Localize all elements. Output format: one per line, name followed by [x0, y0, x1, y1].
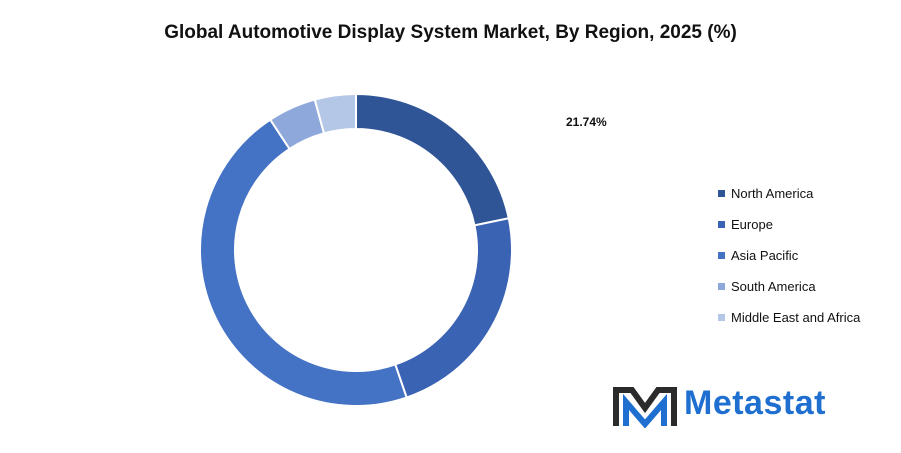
donut-slice-north-america [355, 92, 510, 227]
legend-label-europe: Europe [731, 217, 773, 232]
legend-item-south-america: South America [718, 271, 860, 302]
legend-swatch-south-america [718, 283, 725, 290]
legend-label-south-america: South America [731, 279, 816, 294]
legend-label-north-america: North America [731, 186, 814, 201]
metastat-logo: Metastat [612, 382, 872, 432]
legend-item-middle-east-africa: Middle East and Africa [718, 302, 860, 333]
chart-legend: North America Europe Asia Pacific South … [718, 178, 860, 333]
donut-slice-asia-pacific [199, 118, 408, 407]
legend-swatch-europe [718, 221, 725, 228]
legend-item-north-america: North America [718, 178, 860, 209]
legend-label-middle-east-africa: Middle East and Africa [731, 310, 861, 325]
metastat-m-logo-icon [613, 387, 677, 428]
legend-item-asia-pacific: Asia Pacific [718, 240, 860, 271]
chart-title: Global Automotive Display System Market,… [164, 22, 737, 43]
legend-item-europe: Europe [718, 209, 860, 240]
donut-slice-middle-east-africa [313, 92, 357, 135]
legend-swatch-asia-pacific [718, 252, 725, 259]
data-label-north-america: 21.74% [566, 115, 607, 129]
legend-swatch-middle-east-africa [718, 314, 725, 321]
legend-swatch-north-america [718, 190, 725, 197]
donut-slice-europe [393, 217, 513, 399]
legend-label-asia-pacific: Asia Pacific [731, 248, 799, 263]
metastat-logo-text: Metastat [684, 384, 826, 422]
